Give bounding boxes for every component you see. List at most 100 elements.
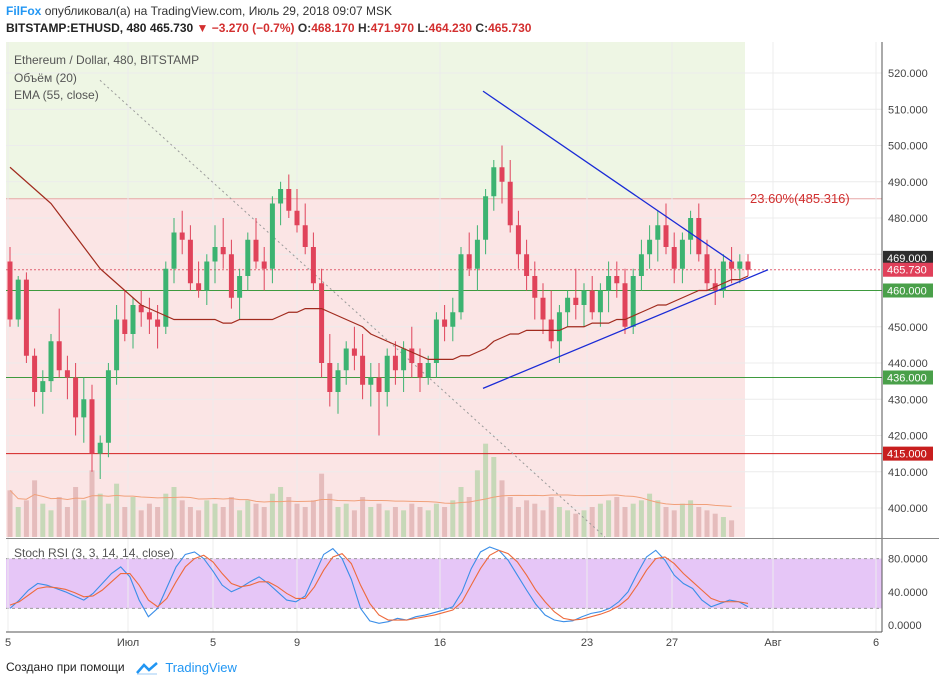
candle-up[interactable] [720, 261, 726, 291]
candle-up[interactable] [81, 399, 87, 418]
candle-up[interactable] [401, 348, 407, 371]
candle-down[interactable] [729, 261, 735, 269]
candle-down[interactable] [155, 319, 161, 327]
candle-up[interactable] [556, 312, 562, 342]
candle-up[interactable] [40, 381, 46, 392]
candle-up[interactable] [638, 254, 644, 276]
tradingview-logo-icon[interactable] [136, 661, 158, 675]
candle-up[interactable] [114, 319, 120, 371]
candle-down[interactable] [507, 181, 513, 226]
candle-down[interactable] [466, 254, 472, 269]
candle-down[interactable] [56, 341, 62, 371]
candle-down[interactable] [89, 399, 95, 454]
candle-down[interactable] [302, 225, 308, 247]
candle-down[interactable] [417, 363, 423, 378]
candle-up[interactable] [278, 189, 284, 204]
author-link[interactable]: FilFox [6, 4, 42, 18]
candle-up[interactable] [237, 276, 243, 298]
triangle-lower-line[interactable] [482, 269, 769, 389]
candle-up[interactable] [597, 290, 603, 313]
price-label-text: 469.000 [887, 253, 927, 265]
candle-up[interactable] [679, 239, 685, 269]
candle-down[interactable] [294, 210, 300, 226]
candle-up[interactable] [630, 276, 636, 327]
candle-up[interactable] [655, 225, 661, 240]
candle-up[interactable] [606, 276, 612, 291]
candle-up[interactable] [384, 355, 390, 392]
candle-down[interactable] [261, 261, 267, 269]
candle-down[interactable] [351, 348, 357, 356]
candle-up[interactable] [163, 268, 169, 327]
candle-up[interactable] [343, 348, 349, 371]
candle-up[interactable] [425, 363, 431, 378]
candle-up[interactable] [335, 370, 341, 392]
candle-down[interactable] [696, 218, 702, 255]
candle-up[interactable] [565, 297, 571, 313]
candle-down[interactable] [442, 319, 448, 327]
candle-down[interactable] [32, 355, 38, 392]
candle-up[interactable] [269, 203, 275, 269]
candle-up[interactable] [368, 377, 374, 385]
candle-down[interactable] [122, 319, 128, 335]
candle-down[interactable] [499, 167, 505, 182]
trend-line-dotted[interactable] [99, 79, 606, 538]
candle-up[interactable] [688, 218, 694, 240]
candle-down[interactable] [228, 254, 234, 298]
candle-up[interactable] [433, 319, 439, 364]
candle-up[interactable] [171, 232, 177, 269]
tradingview-brand[interactable]: TradingView [165, 660, 237, 676]
candle-down[interactable] [138, 305, 144, 313]
candle-up[interactable] [48, 341, 54, 382]
candle-down[interactable] [253, 239, 259, 262]
candle-up[interactable] [737, 261, 743, 269]
candle-down[interactable] [532, 276, 538, 298]
candle-up[interactable] [245, 239, 251, 276]
candle-down[interactable] [23, 279, 29, 356]
candle-down[interactable] [663, 225, 669, 247]
candle-down[interactable] [745, 261, 751, 270]
candle-down[interactable] [614, 276, 620, 284]
candle-down[interactable] [64, 370, 70, 378]
triangle-upper-line[interactable] [482, 90, 733, 263]
chart-canvas[interactable]: 520.000510.000500.000490.000480.000470.0… [0, 0, 939, 655]
candle-down[interactable] [671, 247, 677, 269]
volume-bar [524, 500, 530, 537]
candle-down[interactable] [360, 355, 366, 385]
candle-down[interactable] [622, 283, 628, 327]
candle-up[interactable] [212, 247, 218, 262]
candle-down[interactable] [220, 247, 226, 255]
candle-up[interactable] [474, 239, 480, 269]
candle-down[interactable] [179, 232, 185, 240]
candle-down[interactable] [409, 348, 415, 364]
candle-down[interactable] [573, 297, 579, 305]
candle-up[interactable] [647, 239, 653, 255]
candle-up[interactable] [105, 370, 111, 443]
candle-down[interactable] [589, 290, 595, 313]
candle-up[interactable] [97, 442, 103, 454]
candle-down[interactable] [146, 312, 152, 320]
candle-down[interactable] [319, 283, 325, 363]
candle-down[interactable] [392, 355, 398, 371]
candle-down[interactable] [196, 283, 202, 291]
candle-up[interactable] [458, 254, 464, 313]
candle-up[interactable] [581, 290, 587, 306]
candle-up[interactable] [491, 167, 497, 197]
candle-down[interactable] [286, 189, 292, 211]
candle-down[interactable] [187, 239, 193, 284]
candle-up[interactable] [15, 279, 21, 320]
candle-down[interactable] [7, 261, 13, 320]
open-label: O: [297, 21, 312, 35]
candle-up[interactable] [204, 261, 210, 291]
candle-down[interactable] [704, 254, 710, 284]
candle-up[interactable] [130, 305, 136, 334]
candle-down[interactable] [310, 247, 316, 284]
candle-down[interactable] [73, 377, 79, 418]
candle-up[interactable] [450, 312, 456, 327]
time-tick-label: Авг [764, 637, 781, 649]
candle-down[interactable] [376, 377, 382, 393]
candle-down[interactable] [515, 225, 521, 255]
candle-down[interactable] [524, 254, 530, 276]
candle-up[interactable] [483, 196, 489, 240]
candle-down[interactable] [327, 363, 333, 392]
candle-down[interactable] [540, 297, 546, 320]
